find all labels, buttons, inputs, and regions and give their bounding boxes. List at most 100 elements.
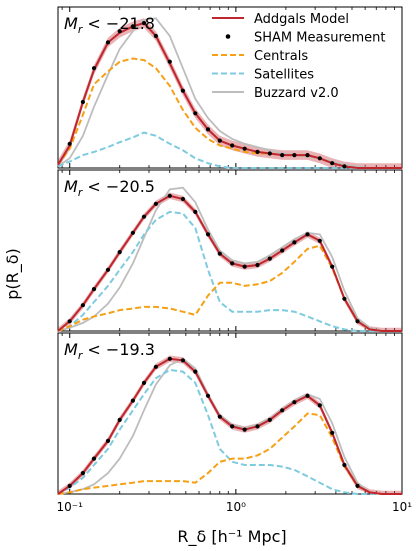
sham-point [280,248,285,253]
sham-point [105,267,111,272]
sham-point [117,29,122,34]
x-tick-label: 10¹ [392,500,412,514]
legend-marker [225,34,231,39]
legend-item: Centrals [212,49,308,64]
sham-point [342,296,347,301]
sham-point [355,319,360,324]
sham-point [205,232,211,237]
sham-point [180,88,185,93]
sham-point [205,393,211,398]
sham-point [342,164,347,169]
sham-point [267,417,272,422]
sham-point [242,264,247,269]
x-tick-label: 10⁻¹ [57,500,84,514]
sham-point [230,143,235,148]
sham-point [242,146,247,151]
sham-point [117,417,122,422]
sham-point [255,149,260,154]
sham-point [167,193,172,198]
sham-point [330,430,335,435]
sham-point [80,303,85,308]
sham-point [242,427,247,432]
sham-point [153,364,158,369]
panel-label: Mr < −20.5 [64,177,155,199]
sham-point [67,141,72,146]
panels: Mr < −21.8 Mr < −20.5 Mr < −19.3 [57,6,403,495]
x-tick-label: 10⁰ [226,500,246,514]
sham-point [130,230,135,235]
sham-point [305,232,310,237]
legend-item: SHAM Measurement [225,31,386,46]
legend-label: Buzzard v2.0 [254,86,339,101]
sham-point [117,250,122,255]
sham-point [91,66,97,71]
sham-point [193,369,198,374]
sham-point [167,356,172,361]
sham-point [153,201,158,206]
sham-point [67,319,72,324]
x-axis-label: R_δ [h⁻¹ Mpc] [177,527,286,547]
sham-point [67,483,72,488]
legend: Addgals Model SHAM Measurement Centrals Sat… [212,12,386,101]
legend-label: Centrals [254,49,308,64]
satellites-line [57,210,402,332]
sham-point [230,261,235,266]
sham-point [292,240,297,245]
legend-item: Buzzard v2.0 [212,86,339,101]
buzzard-line [57,17,402,169]
legend-item: Addgals Model [212,12,349,27]
sham-point [330,264,335,269]
sham-point [305,393,310,398]
sham-point [355,483,360,488]
sham-point [342,462,347,468]
sham-point [292,400,297,405]
sham-point [317,238,322,243]
sham-point [267,151,272,156]
sham-point [91,287,97,292]
sham-point [217,414,222,419]
sham-point [91,456,97,461]
sham-point [317,156,322,161]
sham-point [217,138,222,143]
sham-point [180,196,185,202]
sham-point [193,209,198,214]
sham-point [141,21,147,26]
sham-point [305,153,310,158]
sham-point [80,99,85,105]
sham-point [230,424,235,429]
sham-point [180,358,185,363]
legend-label: Satellites [254,68,314,83]
sham-point [193,111,198,116]
panel-frame [57,169,403,332]
sham-point [141,214,147,219]
panel-2: Mr < −20.5 [57,169,403,332]
sham-point [217,251,222,256]
legend-item: Satellites [212,68,314,83]
sham-point [280,153,285,158]
x-tick-labels: 10⁻¹ 10⁰ 10¹ [57,500,413,514]
sham-point [80,471,85,476]
panel-label: Mr < −19.3 [64,340,155,362]
panel-1: Mr < −21.8 [57,6,403,169]
legend-label: SHAM Measurement [254,31,386,46]
sham-point [141,380,147,385]
sham-point [255,262,260,268]
sham-point [130,24,135,29]
sham-point [153,33,158,39]
panel-frame [57,332,403,495]
centrals-line [57,57,402,169]
buzzard-line [57,186,402,332]
sham-point [330,161,335,166]
panel-label: Mr < −21.8 [64,14,155,36]
sham-point [105,40,111,45]
sham-point [167,59,172,64]
sham-point [130,398,135,403]
sham-point [105,438,111,443]
sham-point [280,408,285,413]
sham-point [317,403,322,408]
y-axis-label: p(R_δ) [3,248,23,300]
panel-3: Mr < −19.3 [57,332,403,495]
satellites-line [57,368,402,495]
sham-point [255,424,260,429]
